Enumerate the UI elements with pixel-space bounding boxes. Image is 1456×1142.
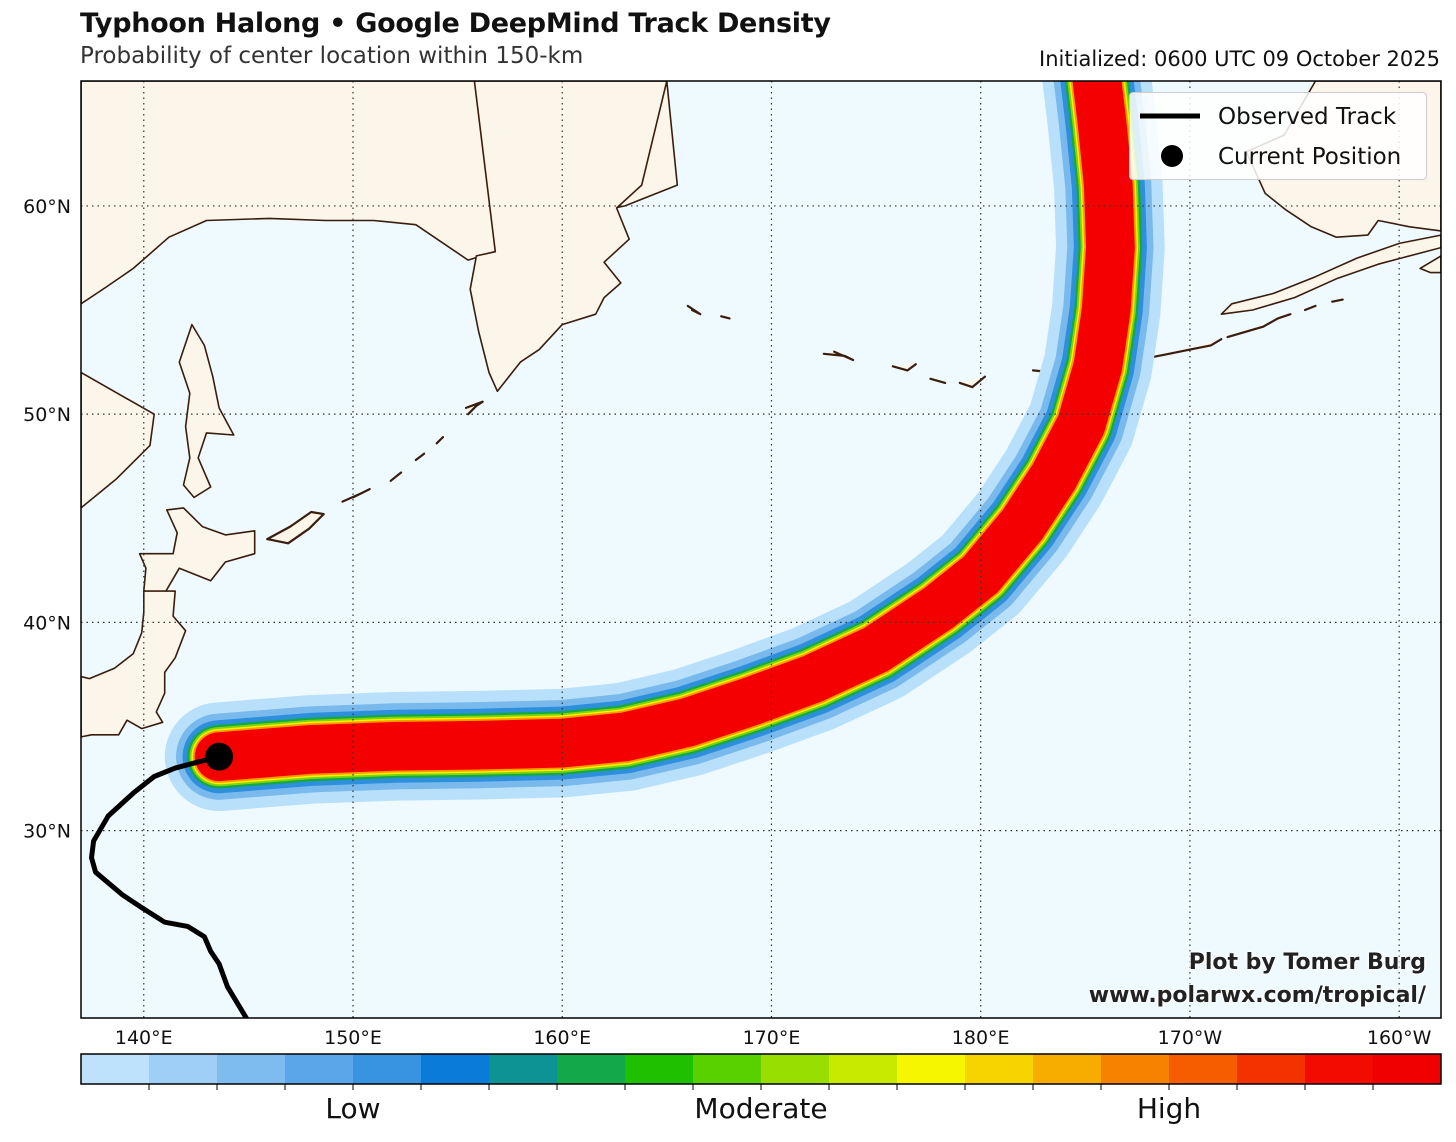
density-plume <box>164 81 1165 812</box>
island-8 <box>822 350 855 362</box>
island-16 <box>1331 298 1344 303</box>
sakhalin <box>178 323 235 499</box>
colorbar-bin-13 <box>965 1054 1034 1084</box>
island-1 <box>341 488 371 503</box>
lat-label-60: 60°N <box>23 196 71 218</box>
island-11 <box>958 375 987 389</box>
colorbar-bin-18 <box>1305 1054 1374 1084</box>
credit-url: www.polarwx.com/tropical/ <box>1088 983 1426 1008</box>
lon-label-190: 170°W <box>1158 1027 1223 1049</box>
lat-label-40: 40°N <box>23 612 71 634</box>
hokkaido <box>138 507 256 595</box>
colorbar-label-high: High <box>1136 1092 1202 1125</box>
colorbar-bin-2 <box>217 1054 286 1084</box>
colorbar-label-moderate: Moderate <box>694 1092 828 1125</box>
colorbar-bin-8 <box>625 1054 694 1084</box>
colorbar <box>80 1053 1442 1090</box>
lon-label-150: 150°E <box>324 1027 382 1049</box>
island-15 <box>1303 304 1317 312</box>
honshu <box>81 590 187 738</box>
lat-label-30: 30°N <box>23 821 71 843</box>
longitude-labels: 140°E 150°E 160°E 170°E 180°E 170°W 160°W <box>115 1027 1432 1049</box>
colorbar-label-low: Low <box>325 1092 381 1125</box>
lon-label-160: 160°E <box>533 1027 591 1049</box>
colorbar-bin-9 <box>693 1054 762 1084</box>
current-position-marker <box>205 742 234 771</box>
colorbar-bin-3 <box>285 1054 354 1084</box>
colorbar-bin-1 <box>149 1054 218 1084</box>
position-dot-icon <box>1161 145 1183 167</box>
legend-observed-track: Observed Track <box>1130 98 1426 134</box>
observed-track-layer <box>89 742 249 1018</box>
legend: Observed Track Current Position <box>1129 92 1427 180</box>
island-4 <box>435 436 445 445</box>
colorbar-bin-15 <box>1101 1054 1170 1084</box>
legend-current-position: Current Position <box>1130 138 1426 174</box>
graticule <box>81 81 1441 1018</box>
colorbar-bin-16 <box>1169 1054 1238 1084</box>
lat-label-50: 50°N <box>23 404 71 426</box>
ocean-background <box>81 81 1441 1018</box>
colorbar-bin-14 <box>1033 1054 1102 1084</box>
track-line-icon <box>1140 113 1200 119</box>
colorbar-bin-5 <box>421 1054 490 1084</box>
lon-label-180: 180°E <box>952 1027 1010 1049</box>
density-level-7 <box>194 81 1135 782</box>
island-2 <box>389 471 403 482</box>
primorye <box>81 371 155 509</box>
kodiak <box>1419 255 1441 274</box>
island-6 <box>686 304 702 316</box>
island-9 <box>891 363 917 372</box>
lon-label-140: 140°E <box>115 1027 173 1049</box>
lon-label-170: 170°E <box>743 1027 801 1049</box>
island-10 <box>929 377 947 384</box>
island-14 <box>1226 313 1292 339</box>
lon-label-200: 160°W <box>1367 1027 1432 1049</box>
colorbar-bin-6 <box>489 1054 558 1084</box>
island-13 <box>1146 338 1223 359</box>
colorbar-bin-19 <box>1373 1054 1442 1084</box>
chart-title: Typhoon Halong • Google DeepMind Track D… <box>80 8 831 39</box>
legend-label: Current Position <box>1218 144 1402 170</box>
chart-subtitle: Probability of center location within 15… <box>80 43 584 69</box>
colorbar-bin-11 <box>829 1054 898 1084</box>
map-frame <box>80 80 1442 1019</box>
colorbar-bin-7 <box>557 1054 626 1084</box>
alaska-peninsula <box>1220 234 1441 316</box>
island-0 <box>266 510 325 545</box>
initialized-timestamp: Initialized: 0600 UTC 09 October 2025 <box>1039 47 1440 71</box>
colorbar-bin-17 <box>1237 1054 1306 1084</box>
island-7 <box>720 315 731 320</box>
observed-track <box>89 754 249 1018</box>
colorbar-bin-0 <box>81 1054 150 1084</box>
colorbar-bin-12 <box>897 1054 966 1084</box>
island-3 <box>414 452 426 462</box>
colorbar-bin-10 <box>761 1054 830 1084</box>
legend-label: Observed Track <box>1218 104 1397 130</box>
colorbar-bin-4 <box>353 1054 422 1084</box>
kamchatka <box>469 81 668 393</box>
latitude-labels: 30°N 40°N 50°N 60°N <box>23 196 71 843</box>
island-5 <box>464 400 484 416</box>
credit-author: Plot by Tomer Burg <box>1188 950 1426 975</box>
